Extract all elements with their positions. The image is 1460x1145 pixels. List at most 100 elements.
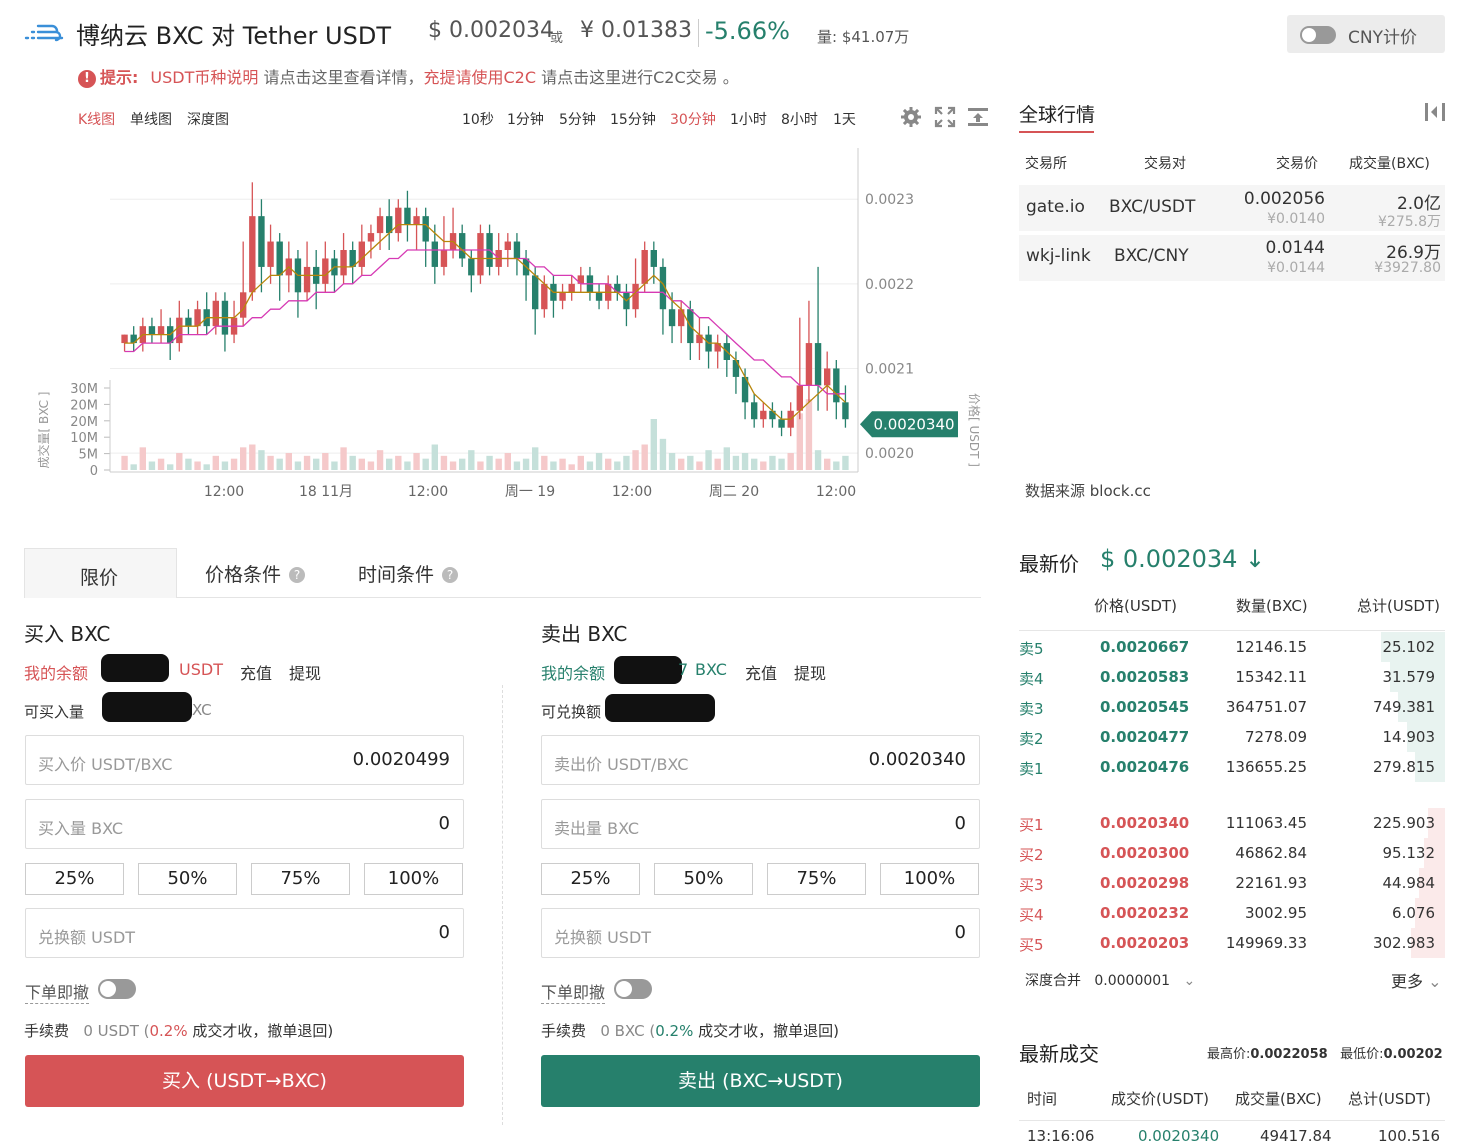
buy-available-suffix: XC bbox=[192, 701, 212, 719]
volume-bar bbox=[760, 461, 767, 470]
sell-deposit-link[interactable]: 充值 bbox=[745, 664, 778, 683]
volume-bar bbox=[468, 450, 475, 470]
buy-pct-25-button[interactable]: 25% bbox=[25, 863, 124, 895]
ask-row[interactable]: 卖4 0.0020583 15342.11 31.579 bbox=[1019, 662, 1445, 692]
price-tick-label: 0.0020 bbox=[865, 446, 914, 462]
gm-row[interactable]: wkj-link BXC/CNY 0.0144 ¥0.0144 26.9万 ¥3… bbox=[1019, 235, 1445, 281]
toggle-switch[interactable] bbox=[1300, 26, 1336, 44]
notice-label: 提示: bbox=[100, 68, 139, 87]
order-side-label: 买2 bbox=[1019, 846, 1044, 864]
time-tick-label: 周一 19 bbox=[505, 484, 555, 500]
depth-merge-select[interactable]: 深度合并 0.0000001 ⌄ bbox=[1025, 970, 1195, 990]
candle-body bbox=[650, 250, 658, 267]
volume-tick-label: 20M bbox=[70, 415, 98, 430]
price-change: -5.66% bbox=[705, 17, 790, 45]
bid-row[interactable]: 买2 0.0020300 46862.84 95.132 bbox=[1019, 838, 1445, 868]
volume-bar bbox=[805, 399, 813, 470]
order-total: 31.579 bbox=[1382, 668, 1436, 686]
interval-8h[interactable]: 8小时 bbox=[781, 112, 818, 128]
interval-15m[interactable]: 15分钟 bbox=[610, 112, 656, 128]
buy-amount-input[interactable]: 买入量 BXC 0 bbox=[25, 799, 464, 849]
cny-pricing-toggle[interactable]: CNY计价 bbox=[1287, 15, 1445, 53]
order-total: 302.983 bbox=[1372, 934, 1435, 952]
chart-type-kline[interactable]: K线图 bbox=[78, 112, 116, 128]
sell-fee-row: 手续费 0 BXC (0.2% 成交才收，撤单退回) bbox=[541, 1020, 839, 1041]
tab-time-condition[interactable]: 时间条件? bbox=[358, 560, 459, 587]
ask-row[interactable]: 卖1 0.0020476 136655.25 279.815 bbox=[1019, 752, 1445, 782]
volume-bar bbox=[568, 464, 575, 470]
c2c-link[interactable]: 充提请使用C2C bbox=[423, 68, 536, 87]
buy-pct-100-button[interactable]: 100% bbox=[364, 863, 463, 895]
sell-pct-75-button[interactable]: 75% bbox=[767, 863, 866, 895]
buy-withdraw-link[interactable]: 提现 bbox=[289, 664, 322, 683]
buy-pct-75-button[interactable]: 75% bbox=[251, 863, 350, 895]
candle-body bbox=[303, 266, 311, 293]
bid-row[interactable]: 买3 0.0020298 22161.93 44.984 bbox=[1019, 868, 1445, 898]
buy-deposit-link[interactable]: 充值 bbox=[240, 664, 273, 683]
interval-10s[interactable]: 10秒 bbox=[462, 112, 494, 128]
interval-5m[interactable]: 5分钟 bbox=[559, 112, 596, 128]
kline-chart[interactable]: 0.00230.00220.00210.002030M20M20M10M5M0成… bbox=[0, 140, 1000, 510]
volume-bar bbox=[687, 455, 694, 470]
order-total: 95.132 bbox=[1382, 844, 1436, 862]
tab-price-condition[interactable]: 价格条件? bbox=[205, 560, 306, 587]
order-total: 749.381 bbox=[1372, 698, 1435, 716]
ask-row[interactable]: 卖5 0.0020667 12146.15 25.102 bbox=[1019, 632, 1445, 662]
buy-button[interactable]: 买入 (USDT→BXC) bbox=[25, 1055, 464, 1107]
sell-pct-25-button[interactable]: 25% bbox=[541, 863, 640, 895]
interval-1h[interactable]: 1小时 bbox=[730, 112, 767, 128]
help-icon[interactable]: ? bbox=[289, 567, 306, 583]
tab-limit-label[interactable]: 限价 bbox=[80, 567, 119, 589]
sell-balance-currency: BXC bbox=[695, 660, 727, 679]
collapse-panel-icon[interactable] bbox=[1425, 102, 1445, 122]
interval-1d[interactable]: 1天 bbox=[833, 112, 856, 128]
chart-type-depth[interactable]: 深度图 bbox=[187, 112, 229, 128]
sell-price-input[interactable]: 卖出价 USDT/BXC 0.0020340 bbox=[541, 735, 980, 785]
buy-total-input[interactable]: 兑换额 USDT 0 bbox=[25, 908, 464, 958]
volume-tick-label: 10M bbox=[70, 431, 98, 446]
sell-price-value: 0.0020340 bbox=[868, 749, 966, 770]
candle-body bbox=[823, 368, 831, 386]
gm-pair: BXC/USDT bbox=[1109, 197, 1196, 217]
depth-bar bbox=[1423, 838, 1445, 868]
sell-balance-tail: 7 bbox=[678, 660, 689, 679]
current-price-label: 0.0020340 bbox=[873, 415, 954, 433]
candle-body bbox=[732, 360, 740, 377]
sell-pct-100-button[interactable]: 100% bbox=[880, 863, 979, 895]
interval-30m[interactable]: 30分钟 bbox=[670, 112, 716, 128]
usdt-info-link[interactable]: USDT币种说明 bbox=[150, 68, 259, 87]
tab-limit[interactable] bbox=[24, 548, 177, 598]
bid-row[interactable]: 买1 0.0020340 111063.45 225.903 bbox=[1019, 808, 1445, 838]
candle-body bbox=[440, 250, 448, 267]
chart-layout-icon[interactable] bbox=[967, 106, 989, 128]
sell-withdraw-link[interactable]: 提现 bbox=[794, 664, 827, 683]
sell-instant-cancel-toggle[interactable] bbox=[614, 979, 652, 999]
volume-bar bbox=[823, 458, 831, 470]
chart-type-line[interactable]: 单线图 bbox=[130, 112, 172, 128]
bid-row[interactable]: 买5 0.0020203 149969.33 302.983 bbox=[1019, 928, 1445, 958]
gm-header-pair: 交易对 bbox=[1144, 156, 1186, 172]
settings-icon[interactable] bbox=[900, 106, 922, 128]
volume-bar bbox=[239, 447, 247, 470]
candle-body bbox=[468, 258, 475, 276]
help-icon[interactable]: ? bbox=[442, 567, 459, 583]
order-price: 0.0020340 bbox=[1100, 814, 1190, 832]
ask-row[interactable]: 卖3 0.0020545 364751.07 749.381 bbox=[1019, 692, 1445, 722]
sell-pct-50-button[interactable]: 50% bbox=[654, 863, 753, 895]
buy-pct-50-button[interactable]: 50% bbox=[138, 863, 237, 895]
sell-amount-input[interactable]: 卖出量 BXC 0 bbox=[541, 799, 980, 849]
sell-total-input[interactable]: 兑换额 USDT 0 bbox=[541, 908, 980, 958]
bid-row[interactable]: 买4 0.0020232 3002.95 6.076 bbox=[1019, 898, 1445, 928]
fullscreen-icon[interactable] bbox=[934, 106, 956, 128]
ask-row[interactable]: 卖2 0.0020477 7278.09 14.903 bbox=[1019, 722, 1445, 752]
interval-1m[interactable]: 1分钟 bbox=[507, 112, 544, 128]
sell-button[interactable]: 卖出 (BXC→USDT) bbox=[541, 1055, 980, 1107]
buy-price-input[interactable]: 买入价 USDT/BXC 0.0020499 bbox=[25, 735, 464, 785]
gm-exchange: wkj-link bbox=[1026, 246, 1091, 266]
tab-time-condition-label: 时间条件 bbox=[358, 564, 435, 586]
buy-instant-cancel-toggle[interactable] bbox=[98, 979, 136, 999]
sell-total-value: 0 bbox=[954, 922, 966, 943]
gm-row[interactable]: gate.io BXC/USDT 0.002056 ¥0.0140 2.0亿 ¥… bbox=[1019, 185, 1445, 231]
order-side-label: 买3 bbox=[1019, 876, 1044, 894]
more-link[interactable]: 更多 ⌄ bbox=[1391, 968, 1442, 992]
